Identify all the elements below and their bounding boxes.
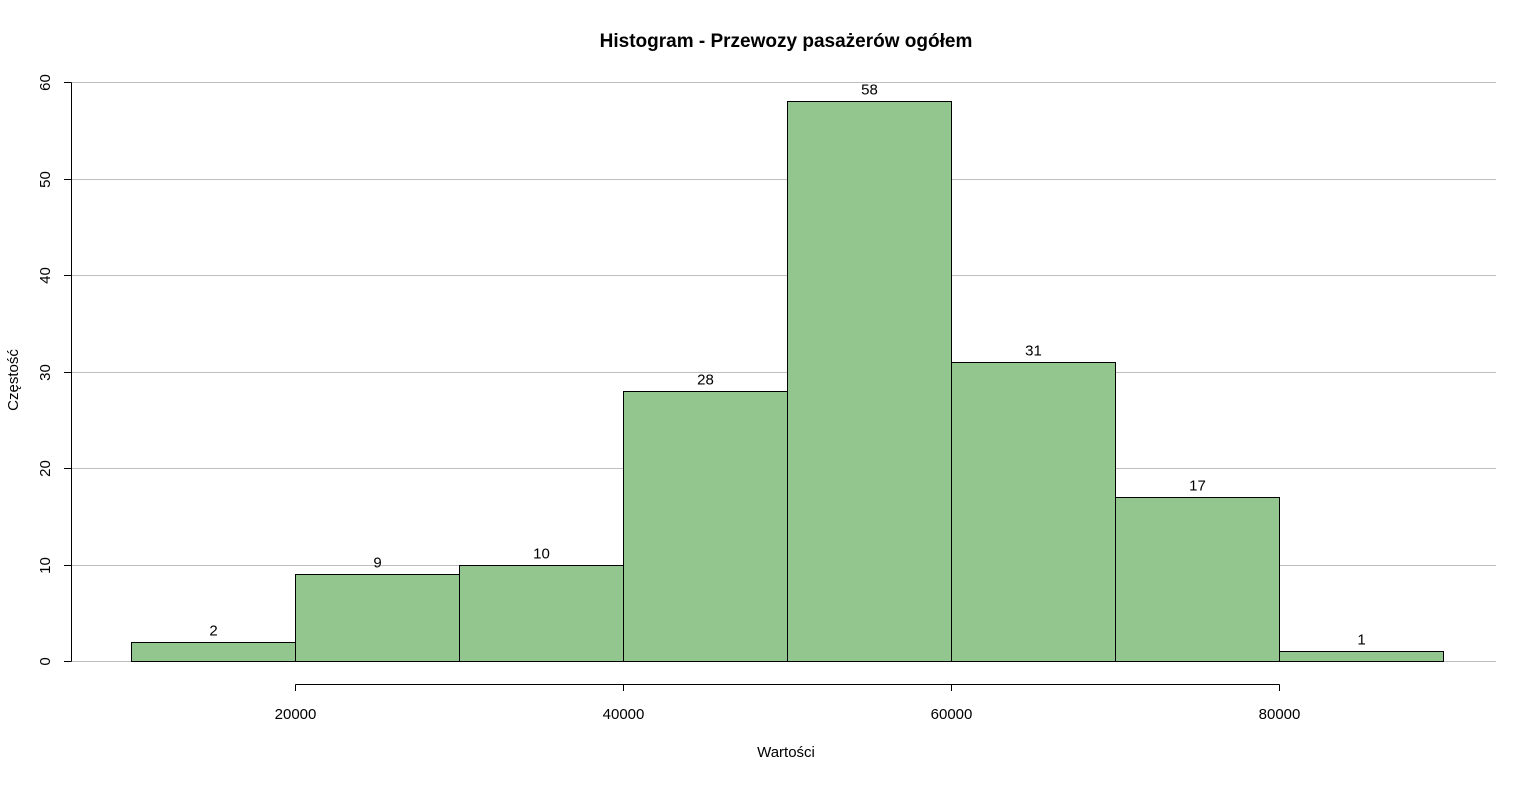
y-tick-label: 50 [37,171,54,188]
y-tick-label: 40 [37,267,54,284]
histogram-bar [1279,651,1444,662]
y-tick-label: 10 [37,557,54,574]
chart-title: Histogram - Przewozy pasażerów ogółem [600,31,973,52]
bar-value-label: 28 [697,372,714,389]
histogram-bars [131,101,1444,662]
bar-value-label: 1 [1357,632,1365,649]
y-tick-label: 20 [37,460,54,477]
y-axis-label: Częstość [5,349,22,411]
histogram-bar [1115,497,1280,662]
histogram-bar [131,642,296,662]
histogram-bar [951,362,1116,662]
bar-value-labels: 2 9 10 28 58 31 17 1 [209,82,1365,649]
y-axis: 0 10 20 30 40 50 60 [37,74,72,666]
histogram-bar [623,391,788,662]
x-tick-label: 60000 [931,706,973,723]
y-tick-label: 60 [37,74,54,91]
y-tick-label: 0 [37,657,54,665]
bar-value-label: 9 [373,555,381,572]
bar-value-label: 2 [209,623,217,640]
x-tick-label: 80000 [1259,706,1301,723]
bar-value-label: 10 [533,546,550,563]
x-axis-label: Wartości [757,744,815,761]
histogram-bar [787,101,952,662]
bar-value-label: 58 [861,82,878,99]
x-axis: 20000 40000 60000 80000 [275,684,1301,723]
bar-value-label: 17 [1189,478,1206,495]
x-tick-label: 40000 [603,706,645,723]
histogram-bar [459,565,624,662]
x-tick-label: 20000 [275,706,317,723]
bar-value-label: 31 [1025,343,1042,360]
histogram-bar [295,574,460,662]
y-tick-label: 30 [37,364,54,381]
